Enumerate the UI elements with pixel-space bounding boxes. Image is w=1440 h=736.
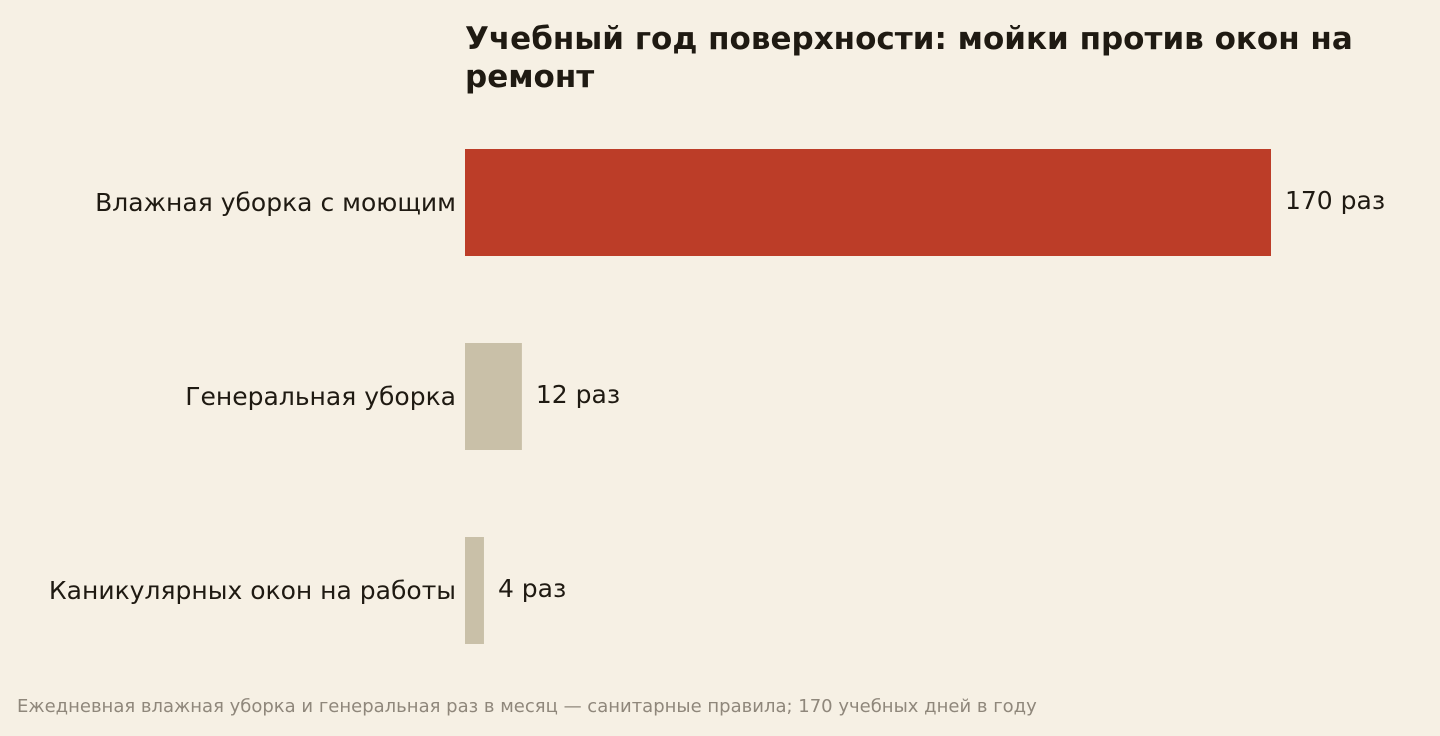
value-label-2: 12 раз (536, 380, 620, 409)
chart-title: Учебный год поверхности: мойки против ок… (465, 21, 1353, 95)
bar-2 (465, 343, 522, 450)
value-label-1: 170 раз (1285, 186, 1385, 215)
category-label-1: Влажная уборка с моющим (95, 188, 456, 217)
category-label-2: Генеральная уборка (185, 382, 456, 411)
chart-note: Ежедневная влажная уборка и генеральная … (17, 696, 1037, 717)
value-label-3: 4 раз (498, 574, 566, 603)
bar-1 (465, 149, 1271, 256)
category-label-3: Каникулярных окон на работы (49, 576, 456, 605)
bar-3 (465, 537, 484, 644)
